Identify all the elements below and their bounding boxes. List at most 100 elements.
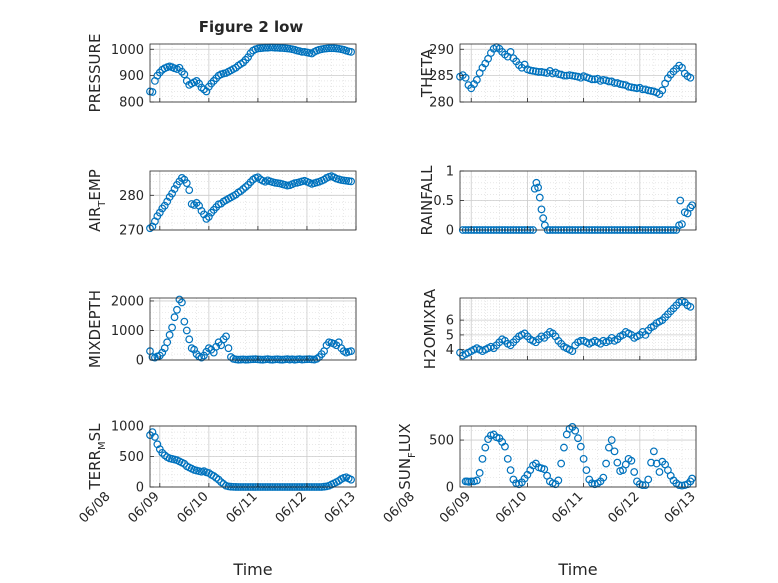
x-tick-label: 06/12	[273, 489, 310, 526]
data-point	[185, 186, 194, 194]
y-axis-label: PRESSURE	[86, 34, 104, 113]
data-point	[562, 71, 571, 80]
data-point	[185, 335, 194, 344]
data-point	[644, 86, 653, 95]
subplot-rainfall: 0 0.5 1 RAINFALL	[418, 165, 697, 239]
data-point	[526, 66, 535, 75]
data-point	[461, 73, 470, 82]
y-tick-label: 270	[119, 224, 144, 239]
data-point	[599, 75, 608, 84]
data-point	[180, 70, 189, 79]
data-point	[168, 323, 176, 332]
y-tick-label: 900	[119, 69, 144, 84]
data-point	[560, 71, 568, 80]
y-tick-label: 1000	[111, 324, 144, 339]
data-point	[531, 67, 540, 76]
x-tick-label: 06/11	[224, 489, 261, 526]
subplot-pressure: 800 900 1000 PRESSURE	[86, 34, 357, 113]
data-point	[501, 442, 509, 451]
x-tick-label: 06/11	[549, 489, 586, 526]
y-axis-label: AIRTEMP	[86, 169, 108, 232]
data-point	[276, 44, 284, 52]
data-point	[190, 201, 199, 209]
y-tick-label: 800	[119, 96, 144, 111]
data-point	[627, 456, 636, 465]
data-point	[239, 185, 248, 193]
data-point	[190, 345, 199, 354]
data-point	[638, 85, 647, 94]
data-point	[175, 63, 184, 72]
data-point	[195, 79, 203, 88]
data-point	[173, 305, 181, 314]
data-point	[588, 75, 596, 84]
data-point	[675, 481, 684, 490]
data-point	[236, 187, 245, 196]
data-point	[222, 332, 230, 341]
data-point	[231, 63, 240, 72]
data-point	[576, 442, 585, 451]
subplot-air_temp: 270 280 AIRTEMP	[86, 169, 357, 239]
data-point	[579, 454, 588, 463]
x-tick-label: 06/09	[437, 489, 474, 526]
y-axis-label: TERRMSL	[86, 423, 108, 491]
data-point	[298, 355, 306, 364]
data-point	[599, 473, 608, 482]
data-point	[616, 80, 625, 88]
data-point	[678, 220, 686, 229]
x-axis-label: Time	[557, 560, 597, 579]
y-tick-label: 500	[119, 450, 144, 465]
figure-title: Figure 2 low	[199, 18, 304, 36]
data-point	[613, 458, 622, 467]
x-tick-label: 06/08	[381, 489, 418, 526]
y-axis-label: SUNFLUX	[396, 423, 418, 489]
y-tick-label: 280	[429, 96, 454, 111]
data-point	[539, 214, 548, 223]
data-point	[676, 196, 685, 205]
data-point	[347, 475, 355, 484]
y-tick-label: 0	[136, 481, 144, 496]
data-point	[624, 82, 633, 91]
y-tick-label: 280	[119, 189, 144, 204]
data-point	[276, 355, 284, 364]
data-point	[163, 338, 172, 347]
data-point	[557, 459, 566, 468]
data-point	[168, 189, 176, 198]
data-point	[638, 481, 647, 490]
y-tick-label: 285	[429, 69, 454, 84]
y-axis-label: H2OMIXRA	[421, 288, 439, 369]
data-point	[236, 355, 245, 364]
subplot-terr_msl: 0 500 1000 06/08 06/09 06/10 06/11 06/12 06/13 TE…	[76, 420, 358, 580]
x-tick-label: 06/09	[126, 489, 163, 526]
y-tick-label: 5	[446, 328, 454, 343]
data-point	[644, 475, 653, 484]
data-point	[280, 44, 289, 53]
axes-box	[149, 170, 357, 231]
x-tick-label: 06/08	[76, 489, 113, 526]
data-point	[327, 44, 336, 53]
data-point	[582, 466, 591, 475]
data-point	[258, 44, 267, 52]
y-tick-label: 290	[429, 43, 454, 58]
data-point	[649, 447, 658, 456]
data-point	[537, 205, 546, 214]
data-point	[214, 475, 223, 484]
data-point	[688, 201, 696, 210]
data-point	[590, 75, 599, 84]
data-point	[298, 48, 306, 56]
data-point	[158, 348, 167, 357]
y-tick-label: 2000	[111, 294, 144, 309]
data-point	[330, 44, 338, 53]
data-point	[647, 87, 655, 95]
data-point	[246, 355, 255, 364]
data-point	[607, 436, 616, 444]
data-point	[630, 83, 639, 92]
x-tick-label: 06/10	[175, 489, 212, 526]
data-point	[266, 355, 275, 364]
data-point	[472, 75, 481, 84]
data-point	[283, 44, 292, 53]
data-point	[224, 344, 233, 353]
data-point	[647, 458, 655, 467]
data-point	[686, 302, 695, 311]
